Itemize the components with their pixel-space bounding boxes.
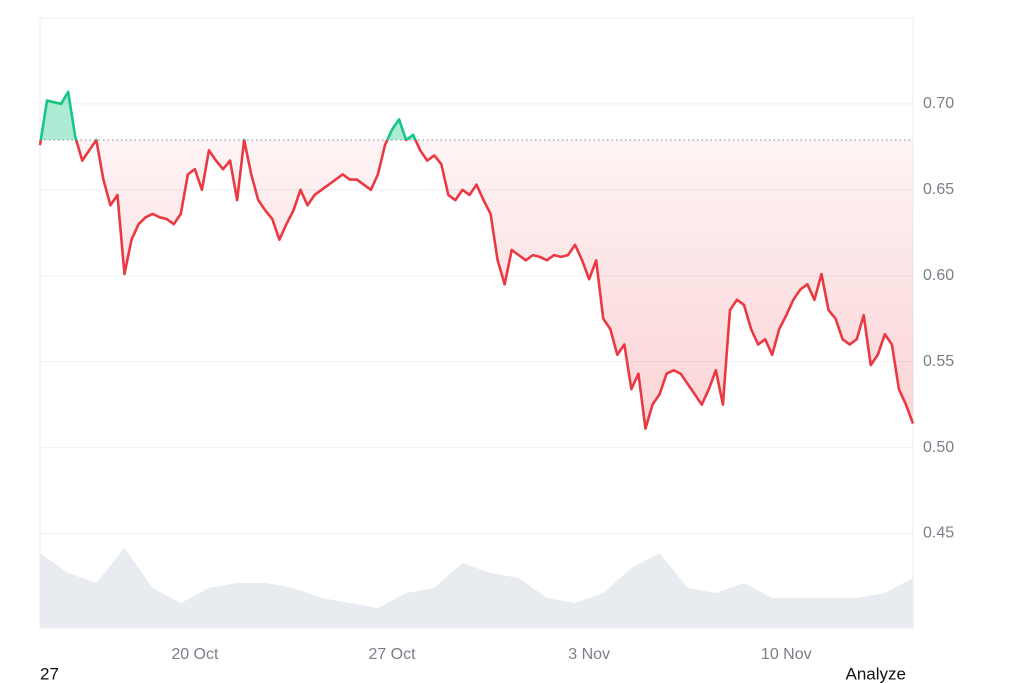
y-tick-label: 0.45 [923,525,954,542]
y-tick-label: 0.70 [923,95,954,112]
x-tick-label: 20 Oct [171,646,219,663]
y-tick-label: 0.65 [923,181,954,198]
footer-left: 27 [40,664,59,683]
x-tick-label: 27 Oct [368,646,416,663]
volume-area [40,548,913,628]
y-tick-label: 0.50 [923,439,954,456]
down-area [40,140,913,429]
analyze-button[interactable]: Analyze [846,664,906,683]
price-line-down [38,140,915,430]
x-tick-label: 3 Nov [568,646,610,663]
y-tick-label: 0.55 [923,353,954,370]
y-tick-label: 0.60 [923,267,954,284]
x-tick-label: 10 Nov [761,646,812,663]
